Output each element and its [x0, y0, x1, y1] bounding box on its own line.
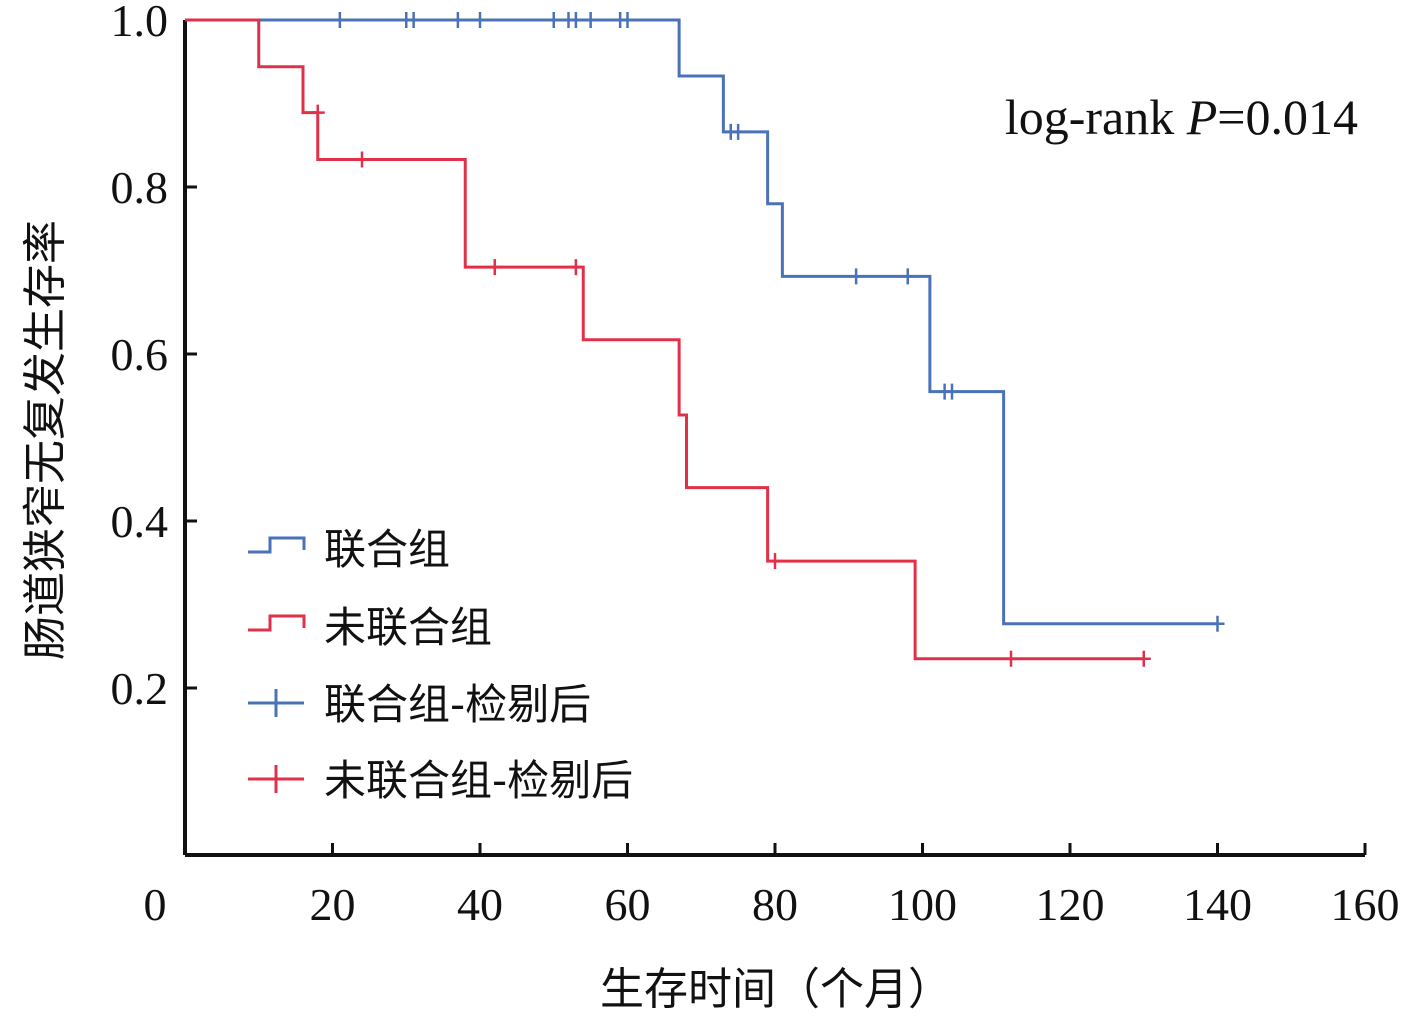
x-axis-title: 生存时间（个月） — [600, 964, 952, 1015]
x-tick-label: 100 — [888, 879, 957, 930]
x-tick-label: 20 — [310, 879, 356, 930]
x-tick-label: 0 — [144, 879, 167, 930]
censor-mark — [487, 259, 502, 276]
censor-mark — [568, 259, 583, 276]
y-axis-title: 肠道狭窄无复发生存率 — [20, 220, 71, 660]
survival-curve — [185, 18, 1144, 661]
censor-mark — [900, 268, 915, 285]
legend-label: 未联合组-检剔后 — [324, 756, 633, 805]
x-tick-label: 60 — [605, 879, 651, 930]
legend-label: 联合组 — [324, 525, 450, 574]
censor-mark — [332, 12, 347, 28]
censor-mark — [310, 104, 325, 121]
censor-mark — [620, 12, 635, 28]
axes: 0 20 40 60 80 100 120 140 160 0.2 0.4 0.6 0.8 1.0 — [111, 0, 1400, 930]
x-tick-label: 40 — [457, 879, 503, 930]
censor-mark — [355, 151, 369, 168]
censor-mark — [731, 123, 746, 140]
censor-mark — [1004, 650, 1018, 667]
y-tick-label: 0.4 — [111, 496, 169, 547]
censor-mark — [945, 383, 959, 400]
censor-mark — [849, 268, 864, 285]
legend-step-swatch — [248, 536, 306, 554]
x-tick-label: 120 — [1036, 879, 1105, 930]
censor-mark — [1210, 615, 1225, 632]
x-tick-label: 160 — [1331, 879, 1400, 930]
legend-plus-swatch — [248, 689, 304, 717]
x-tick-label: 140 — [1183, 879, 1252, 930]
y-tick-label: 0.6 — [111, 329, 169, 380]
x-tick-label: 80 — [752, 879, 798, 930]
censor-mark — [768, 553, 782, 570]
legend-label: 联合组-检剔后 — [324, 680, 591, 729]
y-tick-label: 1.0 — [111, 0, 169, 46]
series-layer — [185, 12, 1225, 667]
y-tick-label: 0.2 — [111, 663, 169, 714]
censor-mark — [583, 12, 598, 28]
censor-mark — [1136, 650, 1151, 667]
censor-mark — [473, 12, 487, 28]
censor-mark — [450, 12, 465, 28]
survival-curve — [185, 18, 1218, 626]
censor-mark — [406, 12, 421, 28]
censor-mark — [568, 12, 583, 28]
legend-label: 未联合组 — [324, 603, 492, 652]
log-rank-annotation: log-rank P=0.014 — [1005, 89, 1358, 145]
y-tick-label: 0.8 — [111, 162, 169, 213]
legend-plus-swatch — [248, 765, 304, 793]
censor-mark — [546, 12, 561, 28]
legend-step-swatch — [248, 614, 306, 632]
